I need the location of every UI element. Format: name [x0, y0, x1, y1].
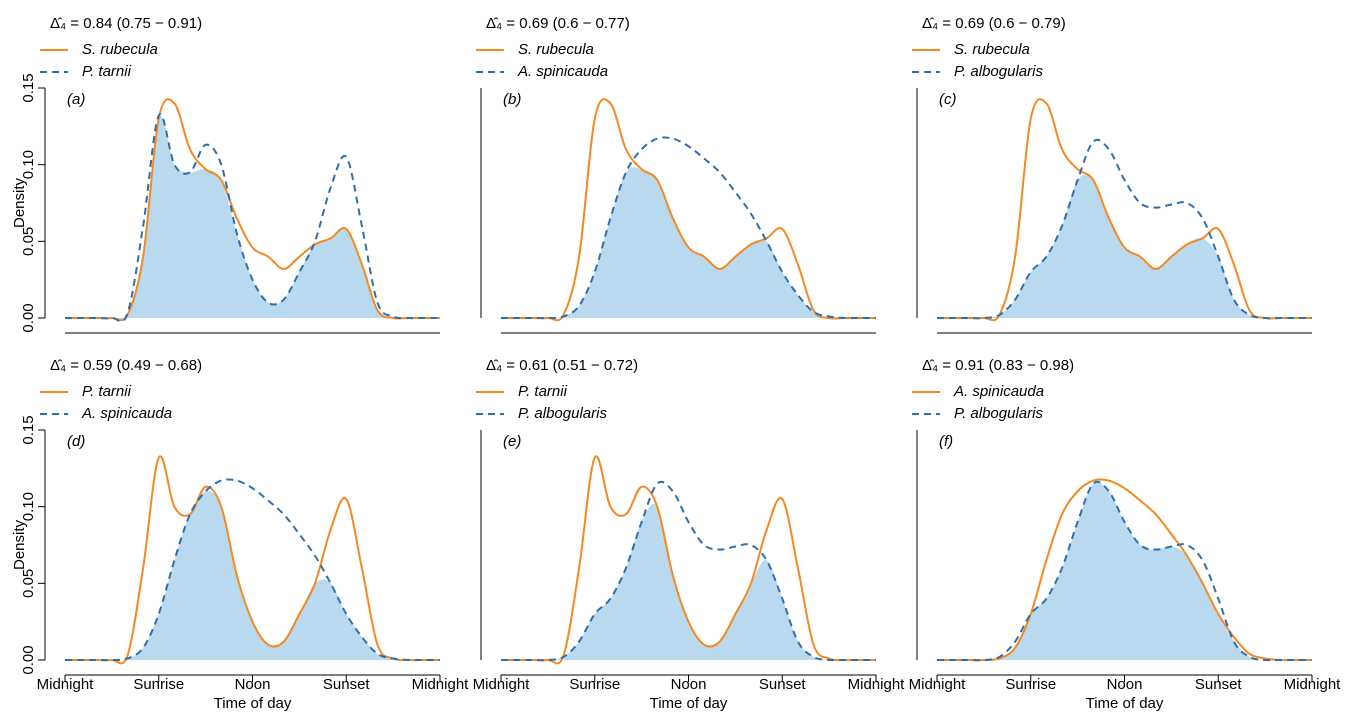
y-tick-label: 0.00: [20, 303, 37, 332]
x-tick-label: Sunset: [759, 676, 807, 693]
legend-label: S. rubecula: [518, 41, 594, 58]
overlap-area: [501, 167, 876, 318]
panel-title: Δ̂₄ = 0.84 (0.75 − 0.91): [50, 15, 202, 32]
panel-label: (e): [503, 433, 521, 450]
x-tick-label: Midnight: [1284, 676, 1342, 693]
legend-label: P. tarnii: [518, 383, 568, 400]
x-axis-label: Time of day: [1086, 695, 1164, 712]
y-tick-label: 0.00: [20, 645, 37, 674]
legend-label: P. albogularis: [954, 405, 1043, 422]
legend-label: A. spinicauda: [953, 383, 1044, 400]
y-tick-label: 0.10: [20, 492, 37, 521]
x-tick-label: Midnight: [412, 676, 470, 693]
y-axis-label: Density: [11, 519, 28, 570]
x-tick-label: Sunrise: [1005, 676, 1056, 693]
panel-title: Δ̂₄ = 0.59 (0.49 − 0.68): [50, 357, 202, 374]
x-tick-label: Noon: [235, 676, 271, 693]
y-tick-label: 0.15: [20, 73, 37, 102]
legend-label: P. tarnii: [82, 383, 132, 400]
y-tick-label: 0.10: [20, 150, 37, 179]
figure: Δ̂₄ = 0.84 (0.75 − 0.91) (a) 0.00 0.05 0.10 0…: [0, 0, 1348, 712]
y-axis-label: Density: [11, 177, 28, 228]
y-tick-label: 0.05: [20, 569, 37, 598]
x-tick-label: Sunrise: [133, 676, 184, 693]
x-tick-label: Midnight: [848, 676, 906, 693]
overlap-area: [501, 504, 876, 660]
legend-label: S. rubecula: [82, 41, 158, 58]
x-tick-label: Midnight: [37, 676, 95, 693]
panel-label: (d): [67, 433, 85, 450]
legend-label: P. albogularis: [518, 405, 607, 422]
panel-label: (f): [939, 433, 953, 450]
overlap-area: [937, 482, 1312, 660]
legend-label: S. rubecula: [954, 41, 1030, 58]
x-tick-label: Sunset: [1195, 676, 1243, 693]
overlap-area: [65, 116, 440, 320]
x-tick-label: Noon: [1107, 676, 1143, 693]
overlap-area: [65, 491, 440, 660]
legend-label: P. albogularis: [954, 63, 1043, 80]
panel-title: Δ̂₄ = 0.91 (0.83 − 0.98): [922, 357, 1074, 374]
x-tick-label: Midnight: [473, 676, 531, 693]
legend-label: P. tarnii: [82, 63, 132, 80]
y-tick-label: 0.15: [20, 415, 37, 444]
x-tick-label: Sunrise: [569, 676, 620, 693]
panel-title: Δ̂₄ = 0.69 (0.6 − 0.77): [486, 15, 630, 32]
panel-label: (b): [503, 91, 521, 108]
panel-title: Δ̂₄ = 0.69 (0.6 − 0.79): [922, 15, 1066, 32]
y-tick-label: 0.05: [20, 227, 37, 256]
panel-label: (c): [939, 91, 957, 108]
x-axis-label: Time of day: [650, 695, 728, 712]
x-tick-label: Midnight: [909, 676, 967, 693]
panel-title: Δ̂₄ = 0.61 (0.51 − 0.72): [486, 357, 638, 374]
x-tick-label: Sunset: [323, 676, 371, 693]
legend-label: A. spinicauda: [81, 405, 172, 422]
x-tick-label: Noon: [671, 676, 707, 693]
x-axis-label: Time of day: [214, 695, 292, 712]
panel-label: (a): [67, 91, 85, 108]
legend-label: A. spinicauda: [517, 63, 608, 80]
